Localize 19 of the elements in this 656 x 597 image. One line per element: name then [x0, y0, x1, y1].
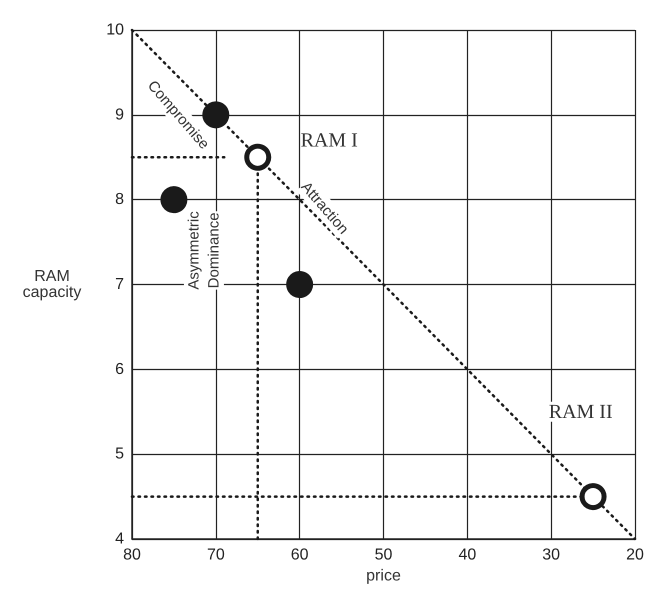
- x-tick-label: 60: [290, 546, 309, 564]
- x-tick-label: 40: [458, 546, 476, 564]
- x-tick-label: 80: [123, 546, 141, 564]
- x-axis-title: price: [366, 567, 401, 584]
- y-tick-label: 5: [115, 446, 124, 463]
- y-tick-label: 4: [115, 530, 124, 548]
- x-tick-label: 50: [374, 546, 392, 564]
- y-tick-label: 9: [115, 106, 124, 124]
- x-tick-label: 20: [626, 546, 644, 564]
- annotation: RAM II: [548, 400, 613, 423]
- y-tick-label: 8: [115, 191, 124, 208]
- y-tick-label: 7: [115, 276, 124, 293]
- annotation: Asymmetric Dominance: [185, 210, 222, 290]
- y-axis-title: RAM capacity: [22, 268, 82, 301]
- y-tick-label: 10: [106, 22, 124, 38]
- x-tick-label: 70: [206, 546, 225, 564]
- x-tick-label: 30: [542, 546, 560, 564]
- annotation: RAM I: [300, 129, 358, 152]
- y-tick-label: 6: [115, 360, 124, 378]
